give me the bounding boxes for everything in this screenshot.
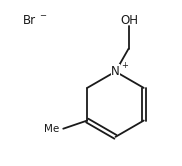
- Text: Me: Me: [44, 124, 59, 134]
- Text: Br: Br: [22, 14, 35, 28]
- Text: OH: OH: [120, 14, 138, 27]
- Text: −: −: [39, 12, 46, 21]
- Text: N: N: [111, 65, 120, 78]
- Text: +: +: [121, 61, 128, 70]
